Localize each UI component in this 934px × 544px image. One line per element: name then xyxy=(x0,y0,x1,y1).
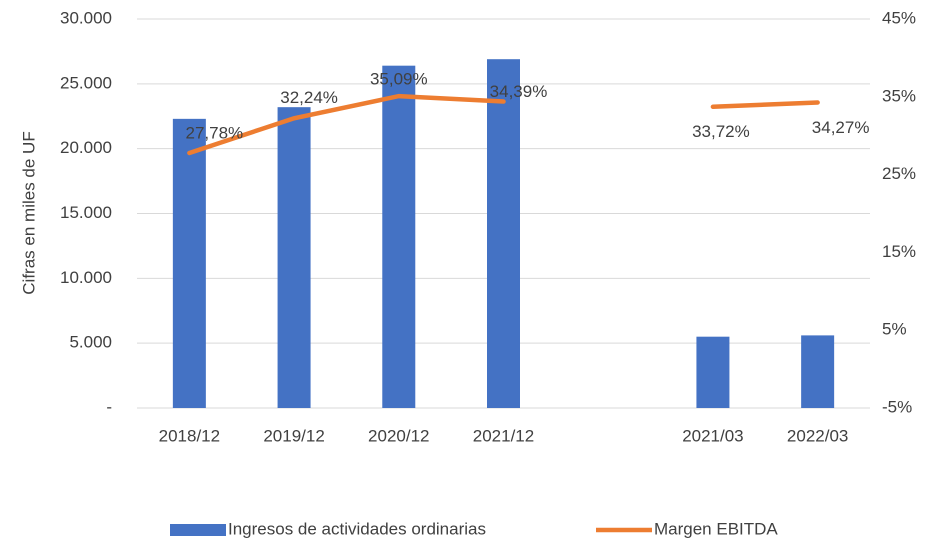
x-tick-label: 2022/03 xyxy=(787,426,848,445)
y-tick-label: 10.000 xyxy=(60,268,112,287)
y2-tick-label: 5% xyxy=(882,320,907,339)
legend-label: Margen EBITDA xyxy=(654,519,778,538)
x-tick-label: 2021/03 xyxy=(682,426,743,445)
bar xyxy=(487,59,520,409)
legend-label: Ingresos de actividades ordinarias xyxy=(228,519,486,538)
bar xyxy=(172,118,206,409)
x-tick-label: 2021/12 xyxy=(473,426,534,445)
bar xyxy=(277,107,311,408)
bar xyxy=(801,335,835,408)
y-tick-label: 20.000 xyxy=(60,138,112,157)
data-label: 34,27% xyxy=(812,118,870,137)
line xyxy=(187,93,506,156)
x-tick-label: 2018/12 xyxy=(159,426,220,445)
y2-tick-label: 25% xyxy=(882,164,916,183)
data-label: 34,39% xyxy=(490,82,548,101)
x-tick-label: 2019/12 xyxy=(263,426,324,445)
y2-tick-label: 45% xyxy=(882,8,916,27)
data-label: 33,72% xyxy=(692,122,750,141)
x-tick-label: 2020/12 xyxy=(368,426,429,445)
y2-tick-label: -5% xyxy=(882,397,912,416)
y-tick-label: 5.000 xyxy=(69,333,112,352)
data-label: 32,24% xyxy=(280,88,338,107)
line xyxy=(710,100,820,110)
y-tick-label: 25.000 xyxy=(60,73,112,92)
y2-tick-label: 35% xyxy=(882,86,916,105)
y-tick-label: - xyxy=(106,397,112,416)
legend-swatch xyxy=(170,524,226,536)
bar xyxy=(696,336,730,408)
data-label: 27,78% xyxy=(186,123,244,142)
y2-tick-label: 15% xyxy=(882,242,916,261)
data-label: 35,09% xyxy=(370,70,428,89)
y-axis-label: Cifras en miles de UF xyxy=(19,131,38,294)
y-tick-label: 30.000 xyxy=(60,8,112,27)
bar xyxy=(382,65,416,409)
y-tick-label: 15.000 xyxy=(60,203,112,222)
